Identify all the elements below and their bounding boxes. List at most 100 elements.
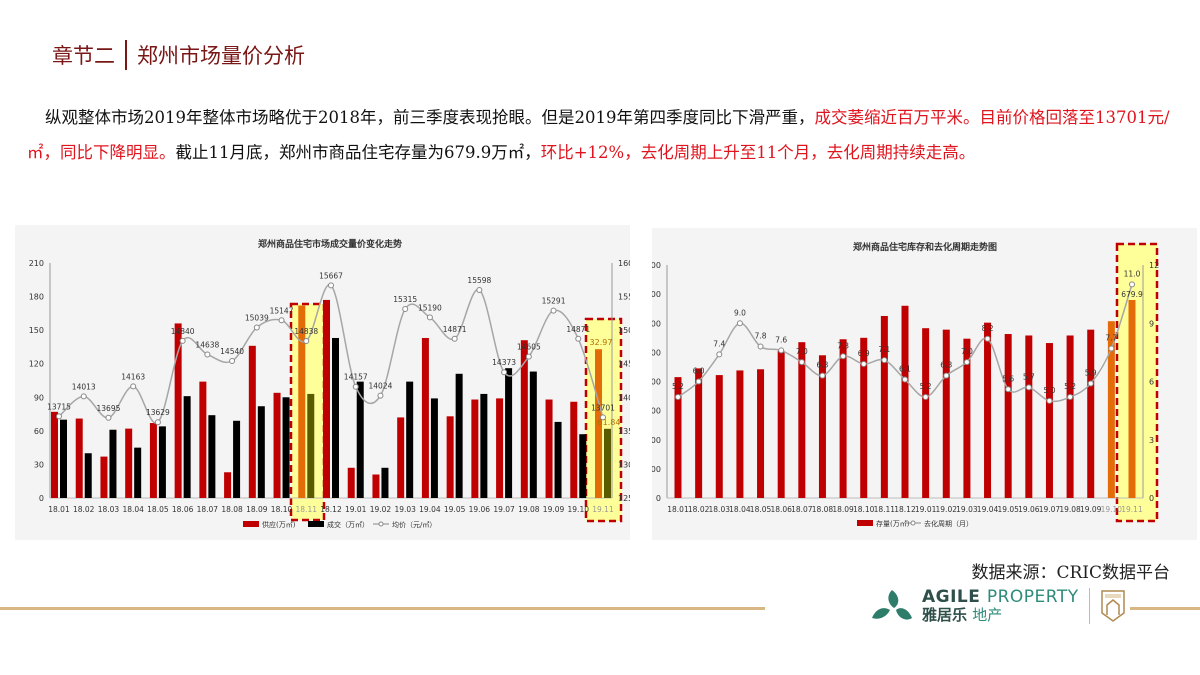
bar-secondary [134, 447, 142, 498]
x-tick-label: 19.04 [419, 505, 441, 514]
line-data-label: 14605 [517, 343, 541, 352]
price-volume-chart-svg: 郑州商品住宅市场成交量价变化走势 0 30 60 90 120 150 180 210 12500… [29, 238, 644, 529]
left-tick-label: 0 [39, 494, 44, 503]
line-point [819, 372, 826, 379]
bar-primary [224, 472, 232, 498]
line-point [798, 359, 805, 366]
logo-cn-light: 地产 [972, 606, 1003, 624]
bar-secondary [60, 419, 67, 498]
left-tick-label: 60 [34, 427, 44, 436]
left-tick-label: 180 [29, 293, 44, 302]
inventory-chart: 郑州商品住宅库存和去化周期走势图 0 100 200 300 400 500 600 700 80… [646, 228, 1197, 540]
line-point [80, 393, 87, 400]
bar-secondary [208, 415, 216, 498]
x-tick-label: 18.02 [73, 505, 95, 514]
x-tick-label: 19.03 [394, 505, 416, 514]
bar-primary [545, 399, 553, 498]
legend-swatch [857, 520, 873, 526]
line-point [1025, 384, 1032, 391]
bar-primary [323, 299, 330, 498]
line-data-label: 14838 [294, 327, 318, 336]
bar-primary [942, 329, 950, 498]
line-data-label: 14638 [195, 340, 219, 349]
line-point [922, 394, 929, 401]
bar-primary [100, 456, 108, 498]
line-data-label: 7.7 [1105, 333, 1117, 342]
legend-swatch [243, 521, 259, 527]
line-point [1087, 380, 1094, 387]
line-point [154, 419, 161, 426]
line-data-label: 6.3 [816, 361, 828, 370]
line-data-label: 15667 [319, 271, 343, 280]
line-data-label: 5.2 [920, 382, 932, 391]
x-tick-label: 19.09 [543, 505, 565, 514]
line-data-label: 13695 [97, 404, 121, 413]
x-tick-label: 19.06 [469, 505, 491, 514]
line-data-label: 6.1 [899, 365, 911, 374]
line-data-label: 14840 [171, 327, 195, 336]
right-tick-label: 16000 [618, 259, 630, 268]
line-data-label: 13701 [591, 403, 615, 412]
bar-primary [520, 340, 528, 498]
line-point [600, 414, 606, 421]
line-point [984, 335, 991, 342]
line-point [1067, 394, 1074, 401]
line-data-label: 15039 [245, 314, 269, 323]
bar-secondary [282, 397, 290, 498]
left-tick-label: 120 [29, 360, 44, 369]
x-tick-label: 19.08 [1059, 505, 1081, 514]
x-tick-label: 19.11 [1121, 505, 1143, 514]
line-data-label: 14013 [72, 382, 96, 391]
page-title: 郑州市场量价分析 [137, 44, 305, 68]
x-tick-label: 18.03 [709, 505, 731, 514]
line-data-label: 7.0 [961, 347, 973, 356]
left-tick-label: 500 [652, 348, 661, 357]
bar-primary [839, 339, 847, 498]
x-tick-label: 19.01 [915, 505, 937, 514]
line-data-label: 13715 [47, 402, 71, 411]
line-point [352, 383, 359, 390]
x-tick-label: 19.07 [1039, 505, 1061, 514]
bar-secondary [356, 381, 364, 498]
bar-data-label: 679.9 [1121, 290, 1143, 299]
bar-primary [75, 418, 83, 498]
bar-primary [1107, 321, 1115, 498]
bar-primary [880, 315, 888, 498]
line-point [943, 372, 950, 379]
left-tick-label: 700 [652, 290, 661, 299]
line-point [778, 347, 785, 354]
line-point [426, 314, 433, 321]
bar-data-label: 32.97 [590, 338, 613, 347]
bar-secondary [430, 398, 438, 498]
right-tick-label: 6 [1149, 378, 1154, 387]
bar-primary [372, 474, 380, 498]
header-divider [125, 40, 127, 70]
bar-primary [298, 305, 306, 498]
line-data-label: 14871 [566, 325, 590, 334]
line-data-label: 15291 [542, 297, 566, 306]
section-header: 章节二 郑州市场量价分析 [52, 40, 305, 70]
x-tick-label: 18.04 [729, 505, 751, 514]
bar-primary [446, 416, 454, 498]
line-point [105, 414, 112, 421]
x-tick-label: 18.10 [853, 505, 875, 514]
right-tick-label: 12500 [618, 494, 630, 503]
logo-en-bold: AGILE [922, 587, 981, 607]
bar-primary [570, 401, 578, 498]
bar-primary [199, 381, 207, 498]
bar-secondary [257, 406, 265, 498]
bar-secondary [84, 453, 92, 498]
highlight-text: 环比+12%，去化周期上升至11个月，去化周期持续走高。 [540, 143, 976, 162]
line-data-label: 6.9 [858, 349, 870, 358]
x-tick-label: 18.09 [832, 505, 854, 514]
x-tick-label: 19.02 [370, 505, 392, 514]
left-tick-label: 30 [34, 460, 44, 469]
line-point [575, 335, 582, 342]
right-tick-label: 14000 [618, 393, 630, 402]
line-point [695, 378, 702, 385]
left-tick-label: 800 [652, 261, 661, 270]
highlight-box [1115, 242, 1159, 523]
x-tick-label: 18.01 [48, 505, 70, 514]
x-tick-label: 19.07 [493, 505, 515, 514]
line-point [525, 353, 532, 360]
